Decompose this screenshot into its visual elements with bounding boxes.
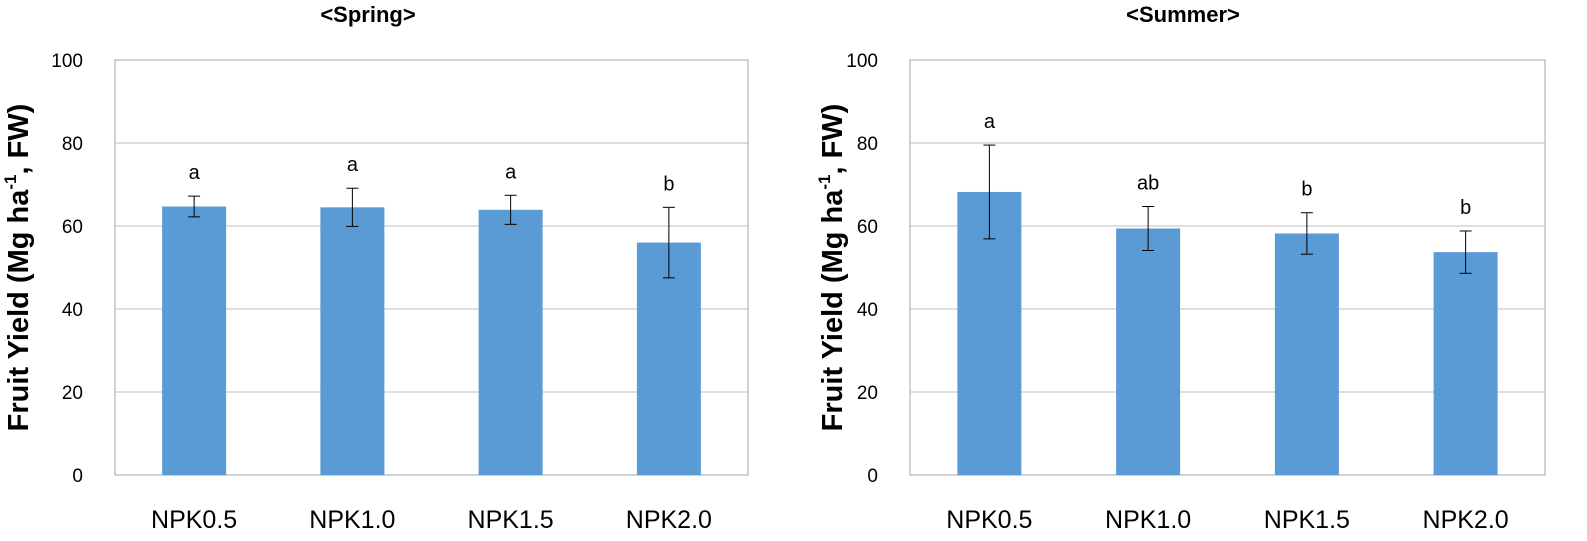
- error-bar: [983, 144, 996, 240]
- significance-letter: ab: [1137, 172, 1159, 194]
- y-tick-label: 60: [62, 217, 83, 238]
- y-tick-label: 40: [857, 300, 878, 321]
- significance-letter: a: [189, 162, 201, 184]
- y-axis-title-tail: , FW): [817, 104, 849, 175]
- y-tick-label: 80: [62, 134, 83, 155]
- y-tick-label: 20: [62, 383, 83, 404]
- y-tick-label: 100: [51, 51, 83, 72]
- bar: [1274, 233, 1339, 475]
- significance-letter: b: [1460, 197, 1471, 219]
- plot-area-frame: [909, 59, 1546, 476]
- y-axis-title-main: Fruit Yield (Mg ha: [817, 189, 849, 432]
- chart-title: <Summer>: [1126, 2, 1240, 27]
- y-axis-title-main: Fruit Yield (Mg ha: [3, 189, 35, 432]
- error-bar: [1459, 230, 1472, 274]
- bar: [162, 206, 227, 475]
- x-category-label: NPK1.0: [309, 506, 395, 534]
- x-category-label: NPK1.0: [1105, 506, 1191, 534]
- spring-chart: <Spring> 0 20 40 60 80 100 a NPK0.5 a NPK1.0 a NPK1.…: [1, 2, 749, 534]
- y-tick-label: 20: [857, 383, 878, 404]
- y-tick-label: 40: [62, 300, 83, 321]
- x-category-label: NPK2.0: [626, 506, 712, 534]
- significance-letter: a: [505, 161, 517, 183]
- significance-letter: b: [663, 173, 674, 195]
- error-bar: [188, 195, 201, 218]
- summer-chart: <Summer> 0 20 40 60 80 100 a NPK0.5 ab NPK1.0 b NPK1…: [815, 2, 1546, 534]
- y-tick-label: 60: [857, 217, 878, 238]
- error-bar: [504, 194, 517, 225]
- significance-letter: a: [347, 154, 359, 176]
- y-axis-title-tail: , FW): [3, 104, 35, 175]
- bar: [320, 207, 385, 475]
- significance-letter: b: [1301, 179, 1312, 201]
- y-tick-label: 80: [857, 134, 878, 155]
- y-axis-title-superscript: -1: [1, 175, 20, 190]
- y-tick-label: 0: [72, 466, 83, 487]
- y-axis-title: Fruit Yield (Mg ha-1, FW): [815, 104, 849, 432]
- bar: [636, 242, 701, 475]
- bar: [478, 209, 543, 475]
- x-category-label: NPK0.5: [151, 506, 237, 534]
- chart-title: <Spring>: [320, 2, 415, 27]
- error-bar: [1142, 205, 1155, 251]
- error-bar: [1300, 212, 1313, 255]
- y-axis-title-superscript: -1: [815, 175, 834, 190]
- error-bar: [346, 187, 359, 227]
- y-tick-label: 100: [846, 51, 878, 72]
- significance-letter: a: [984, 111, 996, 133]
- y-tick-label: 0: [867, 466, 878, 487]
- bar: [1116, 228, 1181, 475]
- error-bar: [662, 206, 675, 279]
- x-category-label: NPK1.5: [468, 506, 554, 534]
- plot-area-frame: [114, 59, 749, 476]
- x-category-label: NPK0.5: [946, 506, 1032, 534]
- y-axis-title: Fruit Yield (Mg ha-1, FW): [1, 104, 35, 432]
- x-category-label: NPK2.0: [1423, 506, 1509, 534]
- x-category-label: NPK1.5: [1264, 506, 1350, 534]
- bar: [1433, 252, 1498, 475]
